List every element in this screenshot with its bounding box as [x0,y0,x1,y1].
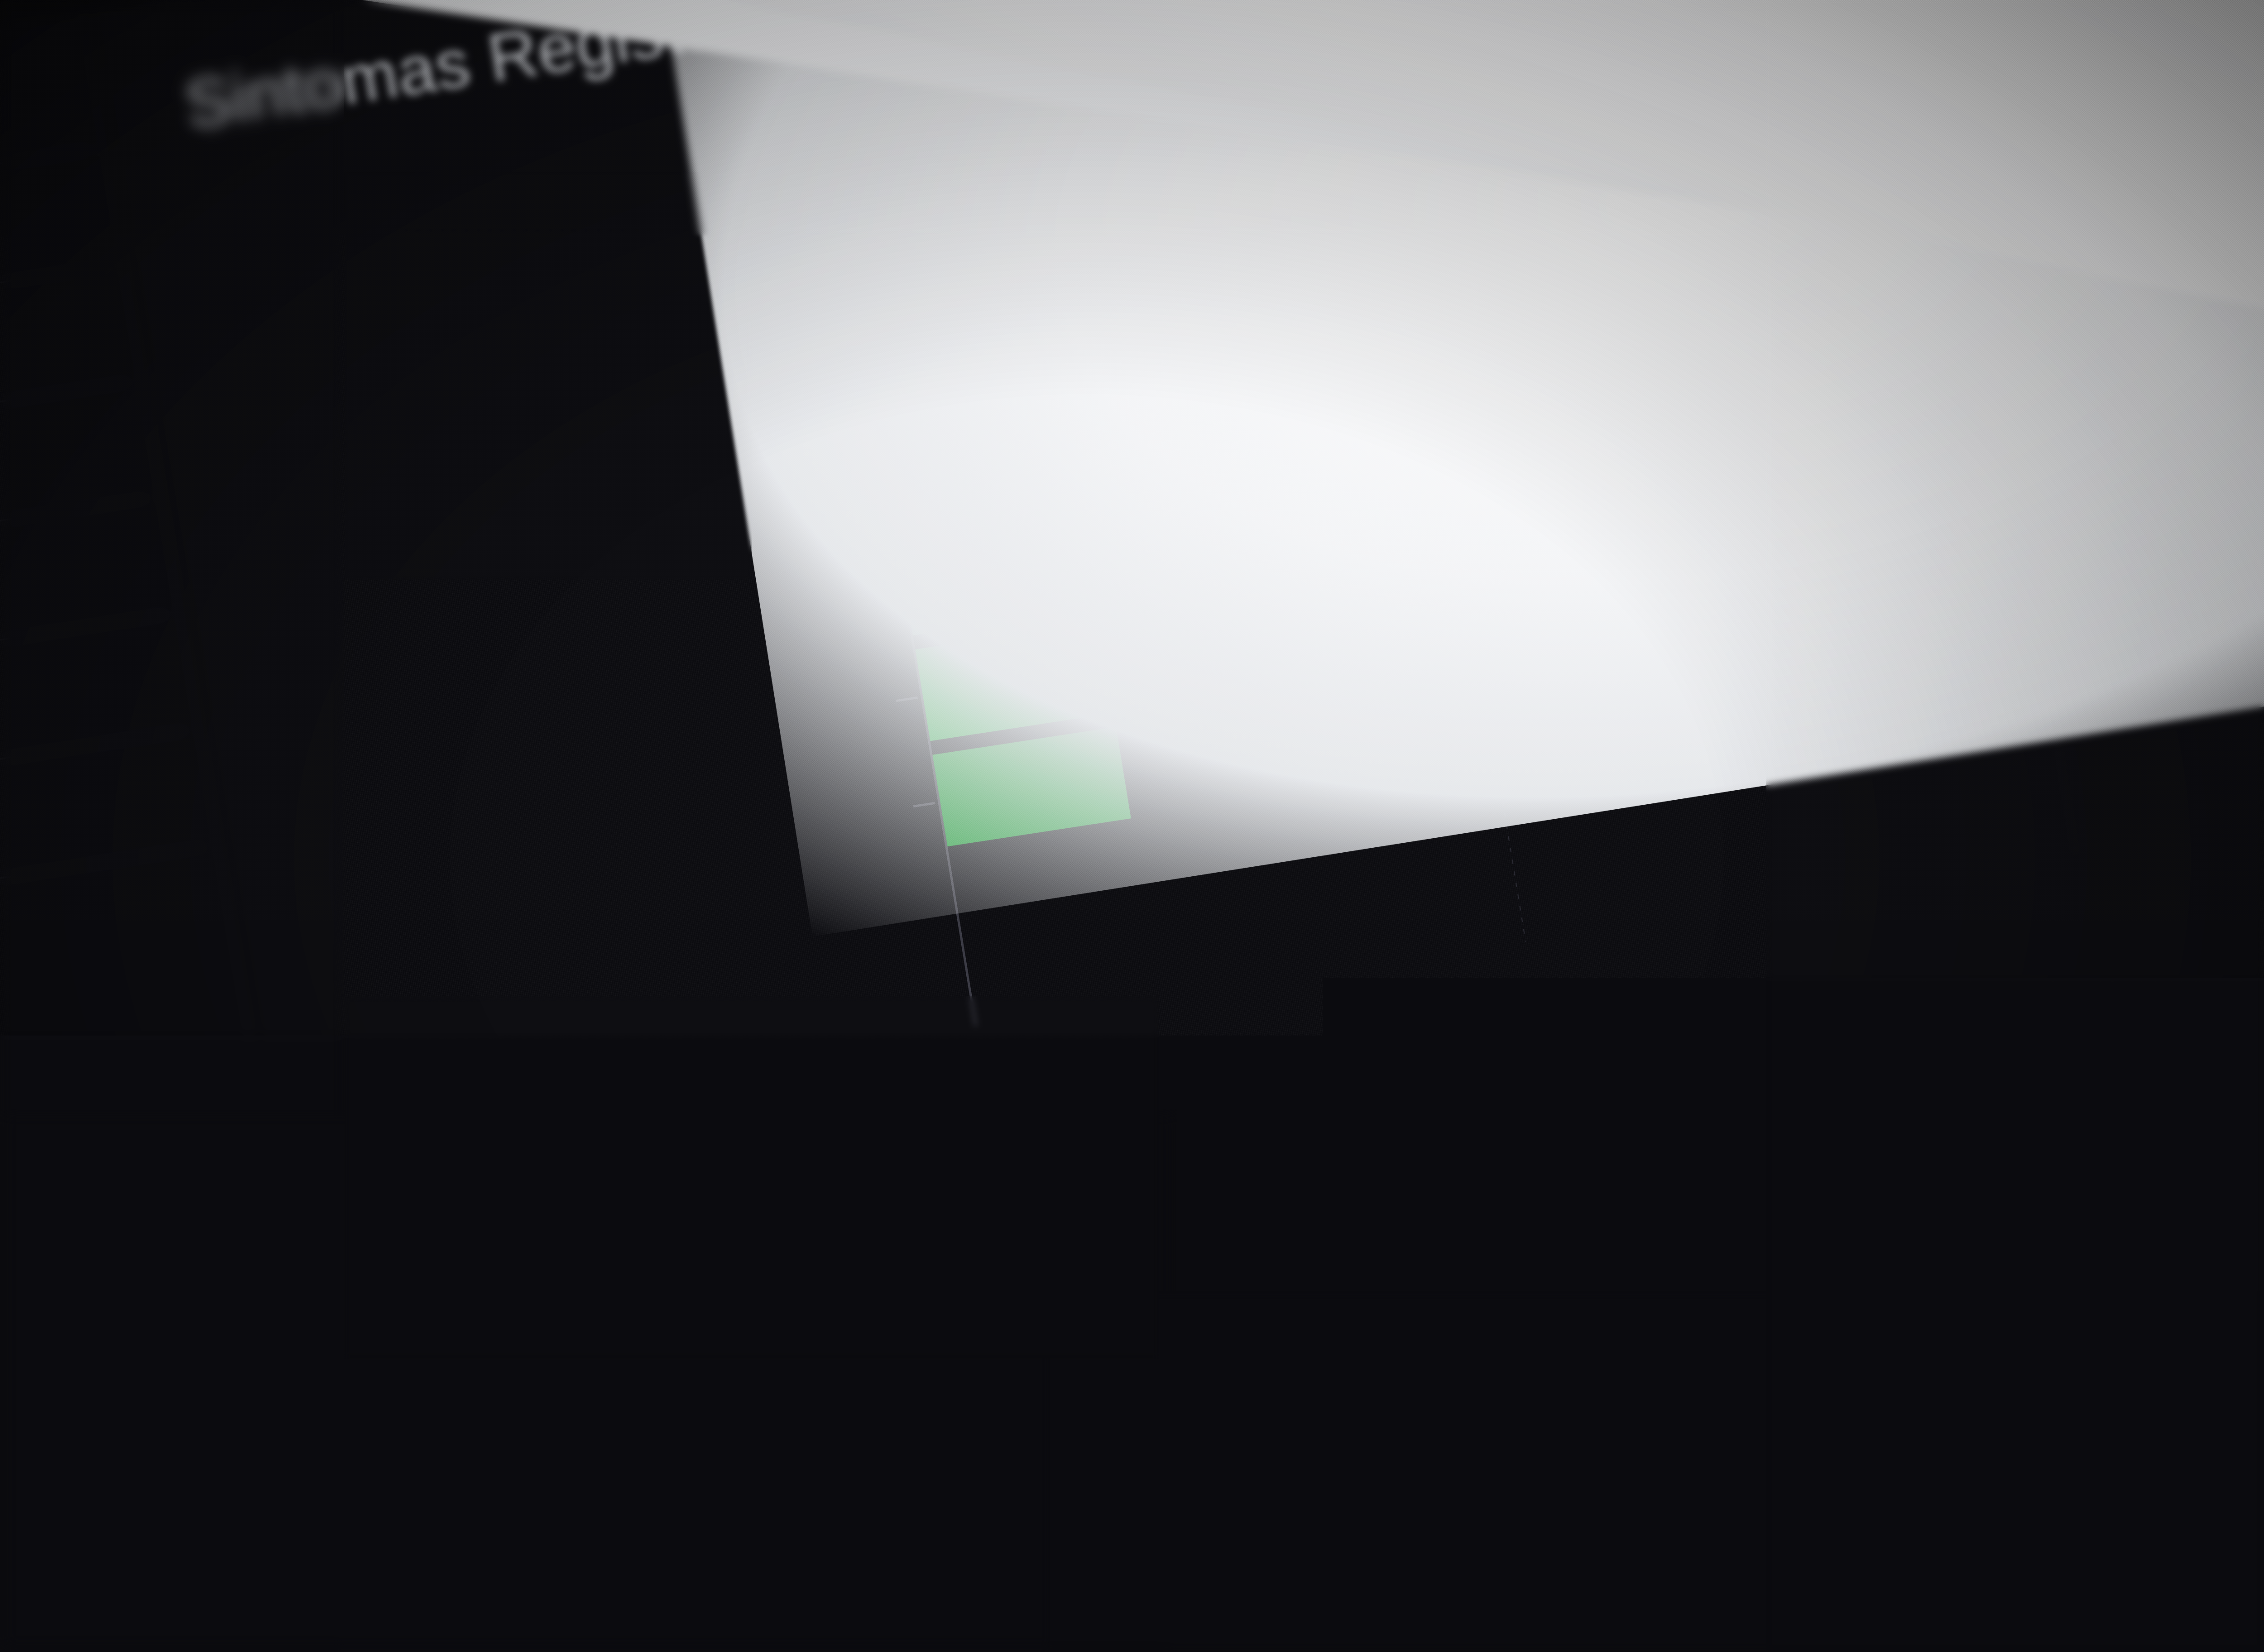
sidebar-divider [0,614,168,649]
sidebar-divider [0,846,206,882]
tab-grupo-etario-box[interactable] [2002,1208,2264,1454]
sidebar-divider [0,497,149,533]
sidebar-divider [0,381,130,417]
photo-scene: nados ddos e Gaia bos ão de Casos Suspei… [0,0,2264,1652]
sidebar-divider [0,730,187,765]
sidebar-divider [0,265,111,301]
tab-sintomas[interactable]: Sintomas [852,1267,997,1326]
sidebar-divider [0,149,92,184]
tab-tipo-de-contagio-box[interactable] [1219,1183,1918,1436]
